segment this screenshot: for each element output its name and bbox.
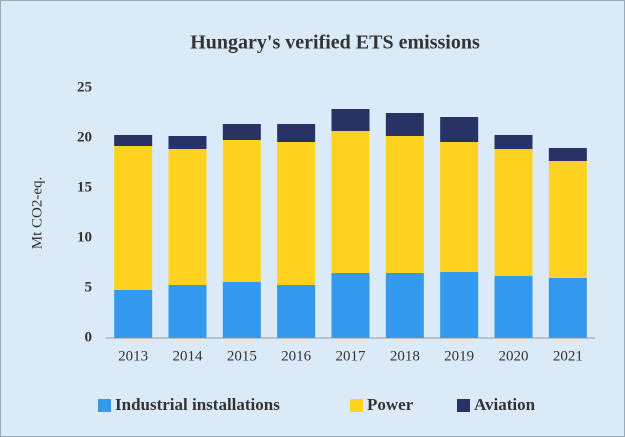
bar-segment <box>222 282 261 338</box>
x-tick-label: 2021 <box>553 348 583 364</box>
y-tick-label: 20 <box>77 129 92 145</box>
bar-segment <box>277 124 316 142</box>
x-tick-label: 2016 <box>281 348 312 364</box>
bar-segment <box>331 109 370 131</box>
y-tick-label: 15 <box>77 179 92 195</box>
bar-segment <box>168 136 207 149</box>
bar-segment <box>277 142 316 285</box>
bar-segment <box>222 124 261 140</box>
bar-segment <box>114 146 153 290</box>
bar-segment <box>440 272 479 338</box>
bar-segment <box>548 161 587 278</box>
bar-segment <box>385 273 424 338</box>
bar-segment <box>548 148 587 161</box>
legend-label: Power <box>367 395 414 414</box>
bar-segment <box>168 285 207 338</box>
bar-segment <box>385 113 424 136</box>
bar-segment <box>277 285 316 338</box>
bar-segment <box>331 131 370 273</box>
x-tick-label: 2017 <box>336 348 367 364</box>
x-tick-label: 2020 <box>499 348 529 364</box>
legend-label: Industrial installations <box>115 395 280 414</box>
bar-segment <box>114 135 153 146</box>
bar-segment <box>494 135 533 149</box>
x-tick-label: 2013 <box>118 348 148 364</box>
x-tick-label: 2018 <box>390 348 420 364</box>
bar-segment <box>222 140 261 282</box>
x-tick-label: 2015 <box>227 348 257 364</box>
bar-segment <box>168 149 207 285</box>
y-axis-label: Mt CO2-eq. <box>29 177 45 250</box>
bar-segment <box>114 290 153 338</box>
legend-swatch <box>457 399 470 412</box>
legend-swatch <box>98 399 111 412</box>
bar-segment <box>440 117 479 142</box>
bar-segment <box>331 273 370 338</box>
y-tick-label: 5 <box>85 279 93 295</box>
y-tick-label: 10 <box>77 229 92 245</box>
bar-segment <box>494 149 533 276</box>
bar-segment <box>440 142 479 272</box>
chart-title: Hungary's verified ETS emissions <box>190 32 480 54</box>
bar-segment <box>385 136 424 273</box>
x-tick-label: 2014 <box>173 348 204 364</box>
legend-label: Aviation <box>474 395 536 414</box>
x-tick-label: 2019 <box>444 348 474 364</box>
bar-segment <box>548 278 587 338</box>
legend-swatch <box>350 399 363 412</box>
bar-segment <box>494 276 533 338</box>
y-tick-label: 25 <box>77 79 92 95</box>
y-tick-label: 0 <box>85 329 93 345</box>
